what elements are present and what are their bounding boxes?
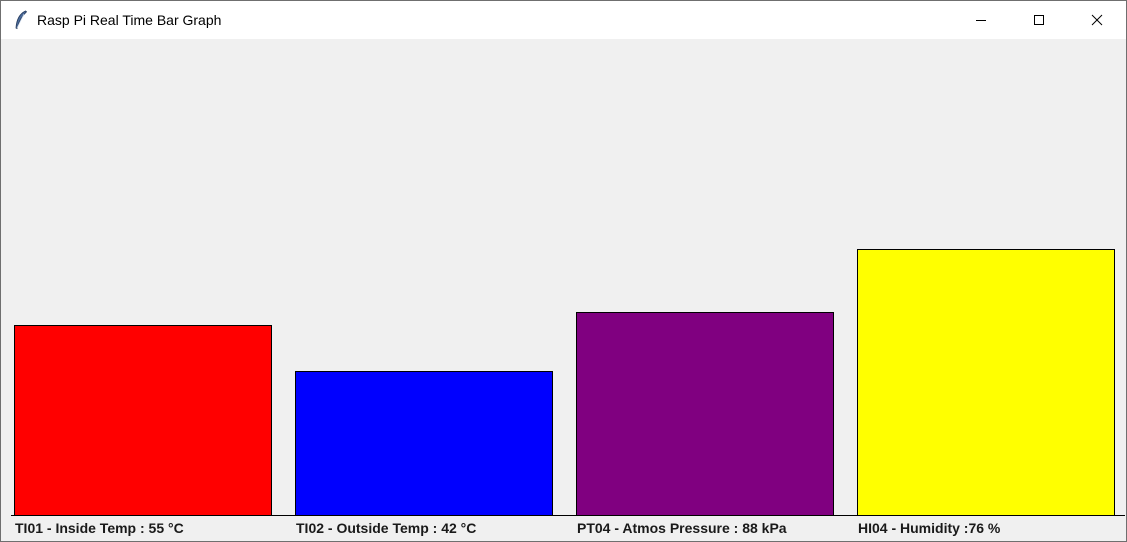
bar-label-3: PT04 - Atmos Pressure : 88 kPa — [577, 520, 787, 536]
close-icon — [1091, 14, 1103, 26]
minimize-button[interactable] — [952, 1, 1010, 39]
maximize-button[interactable] — [1010, 1, 1068, 39]
bar-label-2: TI02 - Outside Temp : 42 °C — [296, 520, 476, 536]
minimize-icon — [976, 20, 986, 21]
feather-icon — [15, 10, 28, 30]
bar-1 — [14, 325, 272, 516]
bar-2 — [295, 371, 553, 516]
bar-label-4: HI04 - Humidity :76 % — [858, 520, 1001, 536]
title-bar[interactable]: Rasp Pi Real Time Bar Graph — [1, 1, 1126, 39]
bar-chart: TI01 - Inside Temp : 55 °C TI02 - Outside… — [11, 249, 1125, 536]
bar-4 — [857, 249, 1115, 516]
close-button[interactable] — [1068, 1, 1126, 39]
chart-area: TI01 - Inside Temp : 55 °C TI02 - Outside… — [1, 39, 1126, 541]
maximize-icon — [1034, 15, 1044, 25]
window-title: Rasp Pi Real Time Bar Graph — [37, 12, 222, 28]
bar-3 — [576, 312, 834, 516]
bar-label-1: TI01 - Inside Temp : 55 °C — [15, 520, 184, 536]
